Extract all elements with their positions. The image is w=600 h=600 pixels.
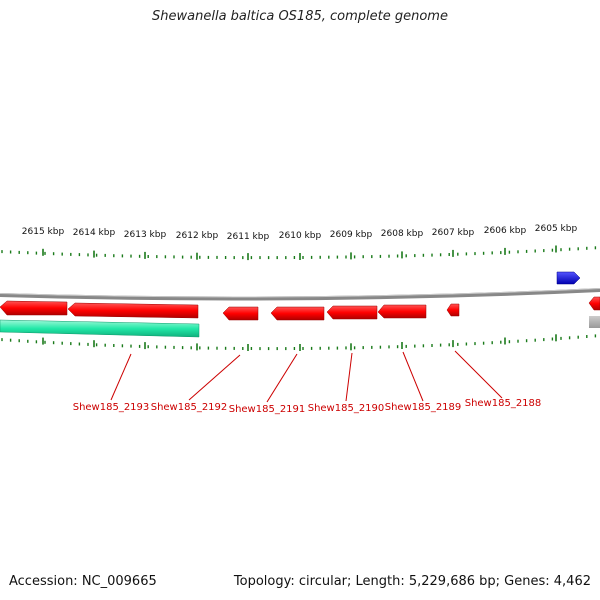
gene-label[interactable]: Shew185_2192 <box>151 402 228 413</box>
gene-label[interactable]: Shew185_2191 <box>229 404 306 415</box>
gene-label-leaders <box>110 350 503 403</box>
scale-label: 2610 kbp <box>279 231 322 241</box>
gene-label[interactable]: Shew185_2189 <box>385 402 462 413</box>
gene-label[interactable]: Shew185_2188 <box>465 398 542 409</box>
gene-feature-shew185-2190[interactable] <box>270 306 325 321</box>
leader-line <box>110 353 132 401</box>
scale-label: 2607 kbp <box>432 228 475 238</box>
scale-labels: 2615 kbp 2614 kbp 2613 kbp 2612 kbp 2611… <box>22 224 578 242</box>
scale-label: 2615 kbp <box>22 227 65 237</box>
scale-label: 2608 kbp <box>381 229 424 239</box>
genome-backbone <box>0 288 600 301</box>
genome-backbone-highlight <box>0 288 600 298</box>
gene-labels: Shew185_2193 Shew185_2192 Shew185_2191 S… <box>73 398 542 415</box>
leader-line <box>266 353 298 403</box>
gene-feature-small[interactable] <box>446 303 460 317</box>
accession-text: Accession: NC_009665 <box>9 574 157 589</box>
scale-label: 2614 kbp <box>73 228 116 238</box>
rna-feature-track[interactable] <box>0 319 200 338</box>
gene-feature-shew185-2193[interactable] <box>0 300 68 316</box>
scale-label: 2613 kbp <box>124 230 167 240</box>
gene-feature-edge-right[interactable] <box>588 296 600 311</box>
gene-feature-shew185-2188[interactable] <box>377 304 427 319</box>
leader-line <box>454 350 503 399</box>
scale-ticks-upper <box>1 245 597 261</box>
grey-feature-edge <box>589 316 600 328</box>
gene-label[interactable]: Shew185_2190 <box>308 403 385 414</box>
leader-line <box>345 352 353 402</box>
scale-ticks-lower <box>1 334 597 351</box>
gene-label[interactable]: Shew185_2193 <box>73 402 150 413</box>
gene-feature-forward[interactable] <box>556 271 581 285</box>
gene-track-reverse <box>0 296 600 321</box>
gene-feature-shew185-2189[interactable] <box>326 305 378 320</box>
leader-line <box>402 351 424 402</box>
gene-feature-shew185-2191[interactable] <box>222 306 259 321</box>
map-title: Shewanella baltica OS185, complete genom… <box>152 9 448 24</box>
scale-label: 2606 kbp <box>484 226 527 236</box>
leader-line <box>188 354 241 401</box>
scale-label: 2612 kbp <box>176 231 219 241</box>
scale-label: 2611 kbp <box>227 232 270 242</box>
scale-label: 2605 kbp <box>535 224 578 234</box>
genome-stats-text: Topology: circular; Length: 5,229,686 bp… <box>233 574 591 589</box>
scale-label: 2609 kbp <box>330 230 373 240</box>
gene-feature-shew185-2192[interactable] <box>67 302 199 319</box>
